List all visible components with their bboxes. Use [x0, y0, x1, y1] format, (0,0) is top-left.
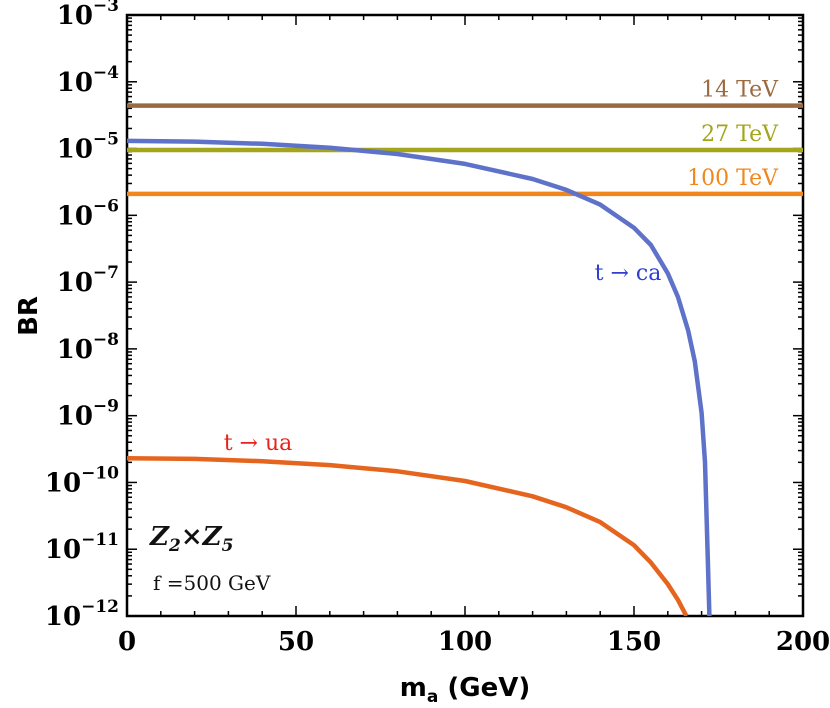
y-tick-label: 10−3 [57, 0, 119, 31]
threshold-label: 27 TeV [701, 122, 779, 147]
y-axis-title: BR [14, 296, 44, 336]
y-tick-label: 10−10 [45, 463, 119, 498]
x-tick-labels: 0 50 100 150 200 [118, 627, 830, 657]
line-labels: 14 TeV 27 TeV 100 TeV t → ca t → ua [224, 78, 779, 456]
tick-marks [126, 14, 804, 617]
series-label: t → ua [224, 431, 293, 456]
data-lines [127, 103, 803, 616]
y-tick-labels: 10−3 10−4 10−5 10−6 10−7 10−8 10−9 10−10 10−11 10… [45, 0, 119, 632]
y-tick-label: 10−12 [45, 597, 119, 632]
y-tick-label: 10−6 [57, 196, 119, 231]
y-tick-label: 10−7 [57, 263, 119, 298]
threshold-label: 14 TeV [701, 78, 779, 103]
y-tick-label: 10−4 [57, 63, 119, 98]
y-tick-label: 10−9 [57, 397, 119, 432]
series-line-0 [127, 138, 712, 616]
x-tick-label: 50 [278, 627, 314, 657]
x-tick-label: 200 [776, 627, 830, 657]
symmetry-annotation: Z2×Z5 [149, 522, 233, 556]
x-axis-title: ma (GeV) [400, 673, 531, 707]
series-label: t → ca [595, 261, 662, 286]
y-tick-label: 10−11 [45, 530, 119, 565]
x-tick-label: 100 [438, 627, 492, 657]
f-value-annotation: f =500 GeV [153, 571, 271, 595]
x-tick-label: 150 [607, 627, 661, 657]
threshold-label: 100 TeV [687, 166, 779, 191]
series-line-1 [127, 456, 689, 616]
x-tick-label: 0 [118, 627, 136, 657]
y-tick-label: 10−8 [57, 330, 119, 365]
y-tick-label: 10−5 [57, 130, 119, 165]
